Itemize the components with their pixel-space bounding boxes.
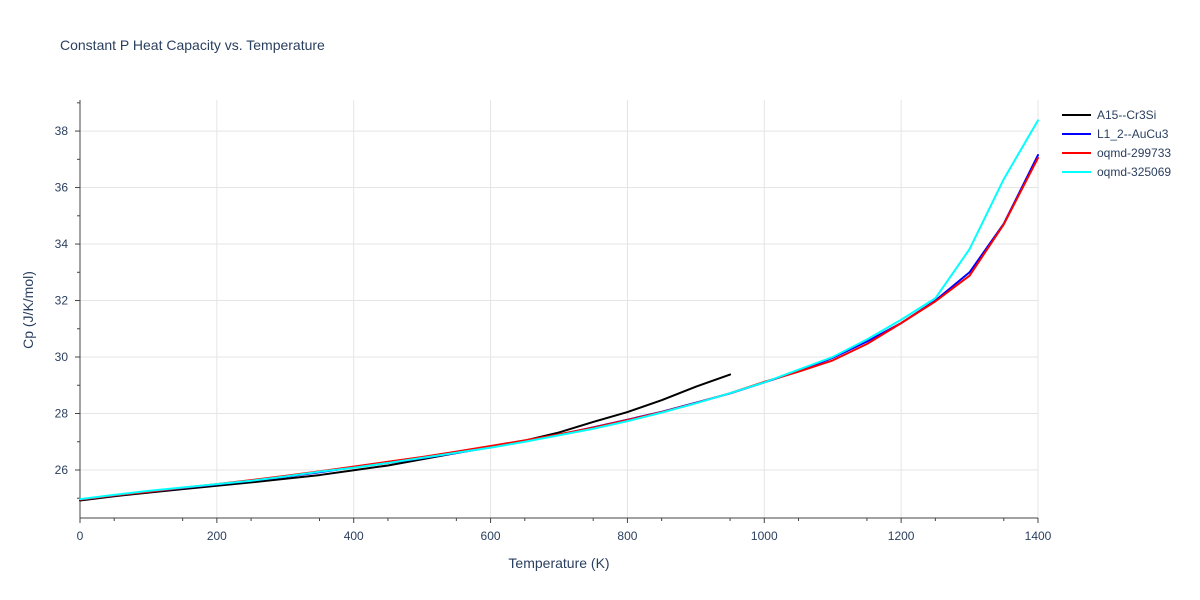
x-tick-label: 1000	[751, 529, 778, 543]
y-tick-label: 32	[55, 294, 69, 308]
y-tick-label: 26	[55, 463, 69, 477]
series-line-a15-cr3si	[79, 373, 732, 502]
y-tick-label: 38	[55, 124, 69, 138]
y-axis-title: Cp (J/K/mol)	[20, 271, 36, 349]
x-tick-label: 800	[617, 529, 637, 543]
x-tick-label: 200	[207, 529, 227, 543]
y-tick-label: 28	[55, 407, 69, 421]
grid-layer	[79, 100, 1039, 518]
series-line-oqmd-325069	[79, 119, 1039, 501]
y-tick-label: 36	[55, 181, 69, 195]
y-tick-label: 34	[55, 237, 69, 251]
legend: A15--Cr3Si L1_2--AuCu3 oqmd-299733 oqmd-325…	[1062, 108, 1171, 179]
x-tick-label: 1400	[1025, 529, 1052, 543]
axis-layer: 0 200 400 600 800 1000 1200 1400 26 28 30 32 34 36 38	[55, 100, 1052, 543]
series-layer	[79, 119, 1039, 502]
legend-label: oqmd-299733	[1097, 146, 1171, 160]
legend-label: L1_2--AuCu3	[1097, 127, 1169, 141]
legend-label: A15--Cr3Si	[1097, 108, 1156, 122]
x-tick-label: 400	[344, 529, 364, 543]
x-axis-title: Temperature (K)	[508, 555, 609, 571]
legend-label: oqmd-325069	[1097, 165, 1171, 179]
x-tick-label: 1200	[888, 529, 915, 543]
y-tick-label: 30	[55, 350, 69, 364]
chart-title: Constant P Heat Capacity vs. Temperature	[60, 37, 325, 53]
x-tick-label: 0	[77, 529, 84, 543]
x-tick-label: 600	[481, 529, 501, 543]
